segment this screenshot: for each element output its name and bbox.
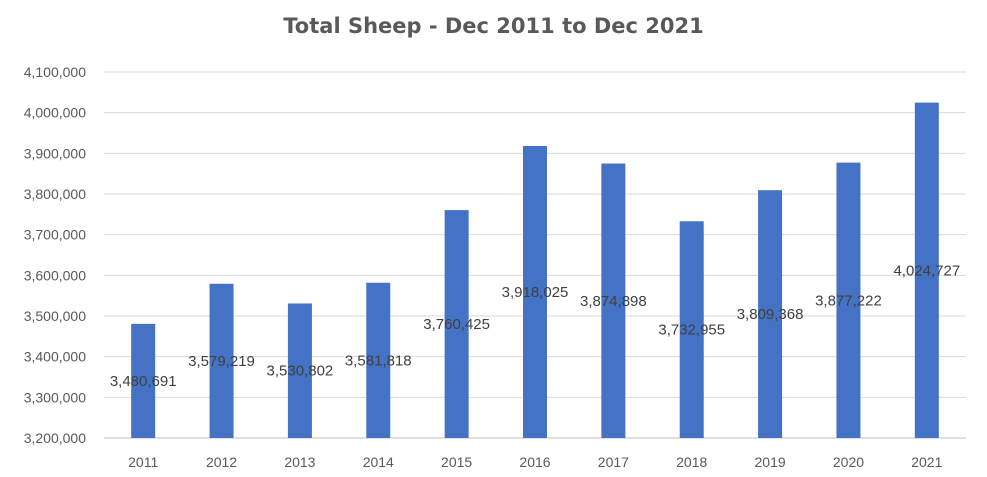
data-label: 3,581,818: [345, 352, 412, 369]
y-tick-label: 3,400,000: [24, 349, 86, 365]
x-tick-label: 2013: [284, 454, 315, 470]
x-tick-label: 2017: [598, 454, 629, 470]
x-tick-label: 2011: [128, 454, 158, 470]
y-tick-label: 3,800,000: [24, 186, 86, 202]
x-tick-label: 2016: [519, 454, 550, 470]
x-tick-label: 2018: [676, 454, 707, 470]
y-tick-label: 3,600,000: [24, 267, 86, 283]
bar-2013: [287, 303, 312, 438]
data-label: 3,874,898: [580, 293, 647, 310]
bar-2017: [601, 163, 626, 438]
y-tick-label: 3,900,000: [24, 145, 86, 161]
x-tick-label: 2015: [441, 454, 472, 470]
data-label: 3,918,025: [502, 284, 569, 301]
bar-2016: [523, 146, 547, 438]
y-tick-label: 4,000,000: [24, 105, 86, 121]
data-label: 3,530,802: [267, 363, 334, 380]
chart-title: Total Sheep - Dec 2011 to Dec 2021: [283, 14, 704, 38]
x-tick-label: 2020: [833, 454, 864, 470]
data-label: 4,024,727: [893, 262, 960, 279]
y-tick-label: 3,200,000: [24, 430, 86, 446]
bar-2015: [444, 210, 469, 438]
data-label: 3,760,425: [423, 316, 490, 333]
bar-2019: [758, 190, 783, 438]
x-tick-label: 2014: [363, 454, 394, 470]
bar-2011: [131, 323, 156, 438]
x-tick-label: 2021: [911, 454, 942, 470]
y-tick-label: 3,500,000: [24, 308, 86, 324]
bar-2018: [679, 221, 704, 438]
x-tick-label: 2019: [755, 454, 786, 470]
y-tick-label: 4,100,000: [24, 64, 86, 80]
data-label: 3,877,222: [815, 292, 882, 309]
data-label: 3,809,368: [737, 306, 804, 323]
bar-2020: [836, 162, 861, 439]
data-label: 3,480,691: [110, 373, 177, 390]
y-tick-label: 3,300,000: [24, 389, 86, 405]
data-label: 3,579,219: [188, 353, 255, 370]
data-label: 3,732,955: [658, 322, 725, 339]
bar-2014: [366, 282, 391, 438]
bar-2012: [209, 283, 234, 438]
bar-2021: [914, 102, 939, 438]
x-tick-label: 2012: [206, 454, 237, 470]
y-tick-label: 3,700,000: [24, 227, 86, 243]
